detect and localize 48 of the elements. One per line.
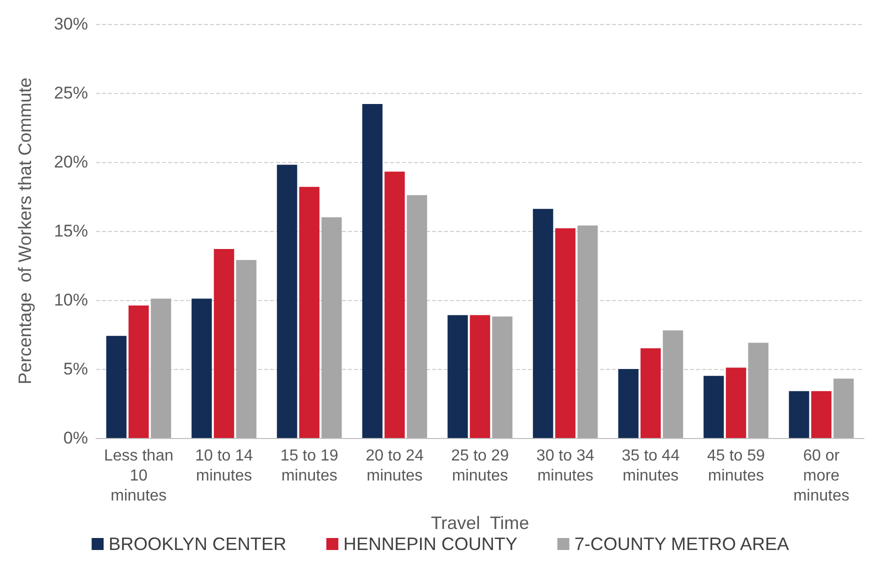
bar <box>128 306 149 438</box>
bar <box>640 348 661 438</box>
bar <box>788 391 810 438</box>
bar <box>214 248 234 438</box>
legend-label: BROOKLYN CENTER <box>108 534 286 554</box>
bar <box>811 391 832 438</box>
x-tick-label: 20 to 24 minutes <box>366 448 424 484</box>
bar <box>106 336 127 438</box>
bar <box>448 315 468 438</box>
bar <box>704 376 724 438</box>
bar <box>532 208 554 438</box>
x-tick-label: 35 to 44 minutes <box>622 448 680 484</box>
bar <box>748 342 768 438</box>
legend-label: 7-COUNTY METRO AREA <box>574 534 790 554</box>
x-tick-label: 15 to 19 minutes <box>280 448 338 484</box>
x-tick-label: 25 to 29 minutes <box>451 448 510 484</box>
y-tick-label: 5% <box>63 360 88 378</box>
y-tick-label: 20% <box>54 152 88 172</box>
bar <box>618 369 639 438</box>
y-tick-label: 15% <box>54 222 88 240</box>
x-tick-label: 10 to 14 minutes <box>195 448 254 484</box>
bar <box>555 228 576 438</box>
bar <box>192 298 212 438</box>
x-axis-title: Travel Time <box>430 513 530 533</box>
y-tick-label: 10% <box>54 290 88 310</box>
y-tick-label: 25% <box>54 84 88 102</box>
x-tick-label: 30 to 34 minutes <box>536 448 594 484</box>
bar <box>299 186 320 438</box>
bar <box>833 378 854 438</box>
bar <box>406 195 428 438</box>
bar <box>362 104 383 438</box>
bar <box>236 260 256 438</box>
legend-label: HENNEPIN COUNTY <box>343 534 518 554</box>
bar <box>662 330 684 438</box>
y-axis-title: Percentage of Workers that Commute <box>15 78 35 384</box>
x-tick-label: 60 or more minutes <box>793 448 850 504</box>
bar <box>577 225 598 438</box>
y-tick-label: 0% <box>63 428 88 448</box>
bar <box>150 298 172 438</box>
x-tick-label: 45 to 59 minutes <box>707 448 766 484</box>
bar <box>470 315 490 438</box>
y-tick-label: 30% <box>54 14 88 34</box>
bar <box>276 164 298 438</box>
bar <box>492 316 512 438</box>
bar <box>726 368 746 438</box>
bar <box>384 172 405 438</box>
x-tick-label: Less than 10 minutes <box>104 448 174 504</box>
bar <box>321 217 342 438</box>
